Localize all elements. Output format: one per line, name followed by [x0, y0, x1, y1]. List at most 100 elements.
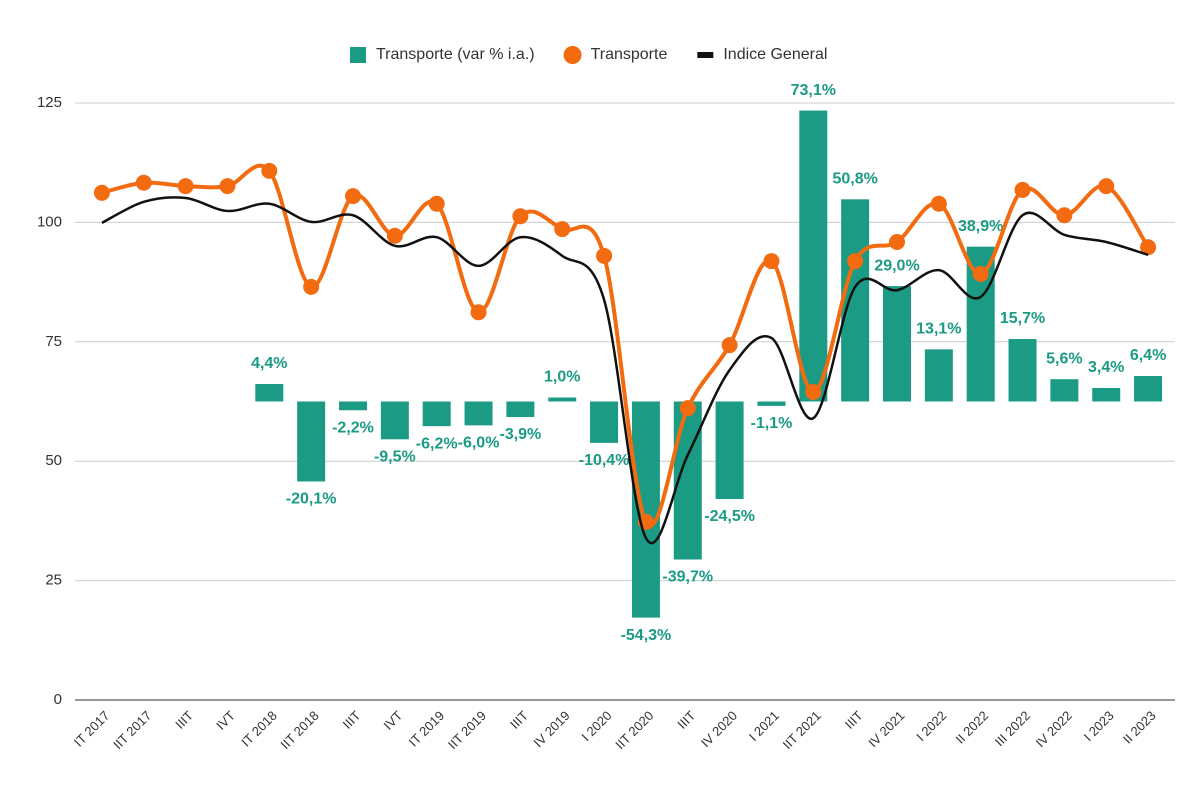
x-tick-label: I 2021	[746, 708, 782, 744]
marker	[889, 233, 905, 250]
x-tick-label: IIT 2017	[110, 708, 154, 752]
x-tick-label: IV 2020	[698, 708, 740, 750]
marker	[428, 195, 445, 212]
data-label: -3,9%	[499, 426, 541, 443]
legend-swatch	[697, 52, 714, 58]
marker	[135, 174, 152, 191]
bar	[422, 401, 451, 427]
data-label: -2,2%	[332, 419, 374, 436]
marker	[386, 227, 403, 244]
y-tick-label: 75	[45, 333, 62, 350]
bar	[297, 401, 326, 482]
bar	[590, 401, 619, 443]
bar	[1008, 339, 1037, 402]
legend-item: Indice General	[697, 46, 827, 63]
marker	[1056, 207, 1073, 224]
marker	[1098, 178, 1115, 195]
x-tick-label: IV 2019	[530, 708, 572, 750]
marker	[345, 188, 361, 205]
data-label: -24,5%	[704, 508, 755, 525]
marker	[805, 383, 822, 400]
y-tick-label: 50	[45, 452, 62, 469]
bar	[255, 383, 284, 402]
bar	[1050, 379, 1079, 402]
marker	[721, 337, 738, 354]
bar	[548, 397, 577, 402]
marker	[512, 208, 529, 225]
marker	[177, 178, 194, 195]
data-label: 73,1%	[791, 82, 836, 99]
x-tick-label: IIIT	[172, 708, 196, 732]
legend-swatch	[350, 47, 366, 63]
data-label: -10,4%	[579, 452, 630, 469]
x-tick-label: IV 2022	[1033, 708, 1075, 750]
x-tick-label: II 2023	[1120, 708, 1159, 747]
marker	[679, 400, 696, 417]
bar	[1092, 387, 1121, 402]
marker	[596, 247, 613, 264]
legend-item: Transporte	[563, 46, 667, 64]
bar	[799, 110, 828, 402]
marker	[972, 265, 989, 282]
y-tick-label: 125	[37, 94, 62, 111]
y-tick-label: 25	[45, 572, 62, 589]
x-tick-label: IV 2021	[865, 708, 907, 750]
bar	[924, 349, 953, 402]
line	[101, 163, 1150, 528]
marker	[930, 195, 947, 212]
bar	[757, 401, 786, 406]
data-label: 15,7%	[1000, 310, 1045, 327]
bar	[715, 401, 744, 500]
legend-item: Transporte (var % i.a.)	[350, 46, 535, 63]
x-tick-label: IVT	[380, 708, 405, 733]
legend-label: Indice General	[723, 46, 827, 63]
legend-label: Transporte (var % i.a.)	[376, 46, 535, 63]
x-tick-label: IIT 2018	[278, 708, 322, 752]
data-label: -54,3%	[621, 627, 672, 644]
data-label: 29,0%	[874, 257, 919, 274]
data-label: -6,2%	[416, 435, 458, 452]
data-label: 50,8%	[832, 171, 877, 188]
marker	[470, 304, 487, 321]
x-tick-label: I 2023	[1081, 708, 1117, 744]
data-label: -20,1%	[286, 491, 337, 508]
x-tick-label: IT 2017	[71, 708, 113, 750]
marker	[219, 178, 236, 195]
data-label: 13,1%	[916, 321, 961, 338]
marker	[261, 162, 278, 179]
data-label: -6,0%	[458, 435, 500, 452]
data-label: 3,4%	[1088, 359, 1124, 376]
x-tick-label: II 2022	[953, 708, 992, 747]
bar	[1134, 376, 1163, 402]
marker	[303, 278, 320, 295]
marker	[554, 221, 571, 238]
x-tick-label: I 2020	[578, 708, 614, 744]
x-tick-label: IT 2019	[406, 708, 448, 750]
bar	[339, 401, 367, 411]
x-tick-label: III 2022	[992, 708, 1033, 749]
x-tick-label: IIIT	[507, 708, 531, 732]
bar	[506, 401, 535, 418]
bar	[380, 401, 409, 440]
bar	[631, 401, 660, 618]
x-tick-label: IIT 2019	[445, 708, 489, 752]
data-label: -9,5%	[374, 449, 416, 466]
marker	[93, 184, 110, 201]
line	[101, 196, 1149, 545]
data-label: 1,0%	[544, 369, 580, 386]
x-tick-label: IIT 2021	[780, 708, 824, 752]
marker	[847, 253, 864, 270]
legend-swatch	[563, 46, 582, 64]
x-tick-label: IIIT	[674, 708, 698, 732]
y-tick-label: 0	[54, 691, 62, 708]
y-tick-label: 100	[37, 213, 62, 230]
data-label: 38,9%	[958, 218, 1003, 235]
x-tick-label: IIT 2020	[612, 708, 656, 752]
marker	[1014, 181, 1031, 198]
x-tick-label: IT 2018	[238, 708, 280, 750]
bar	[464, 401, 493, 426]
data-label: 6,4%	[1130, 347, 1166, 364]
marker	[763, 253, 780, 270]
x-tick-label: I 2022	[913, 708, 949, 744]
